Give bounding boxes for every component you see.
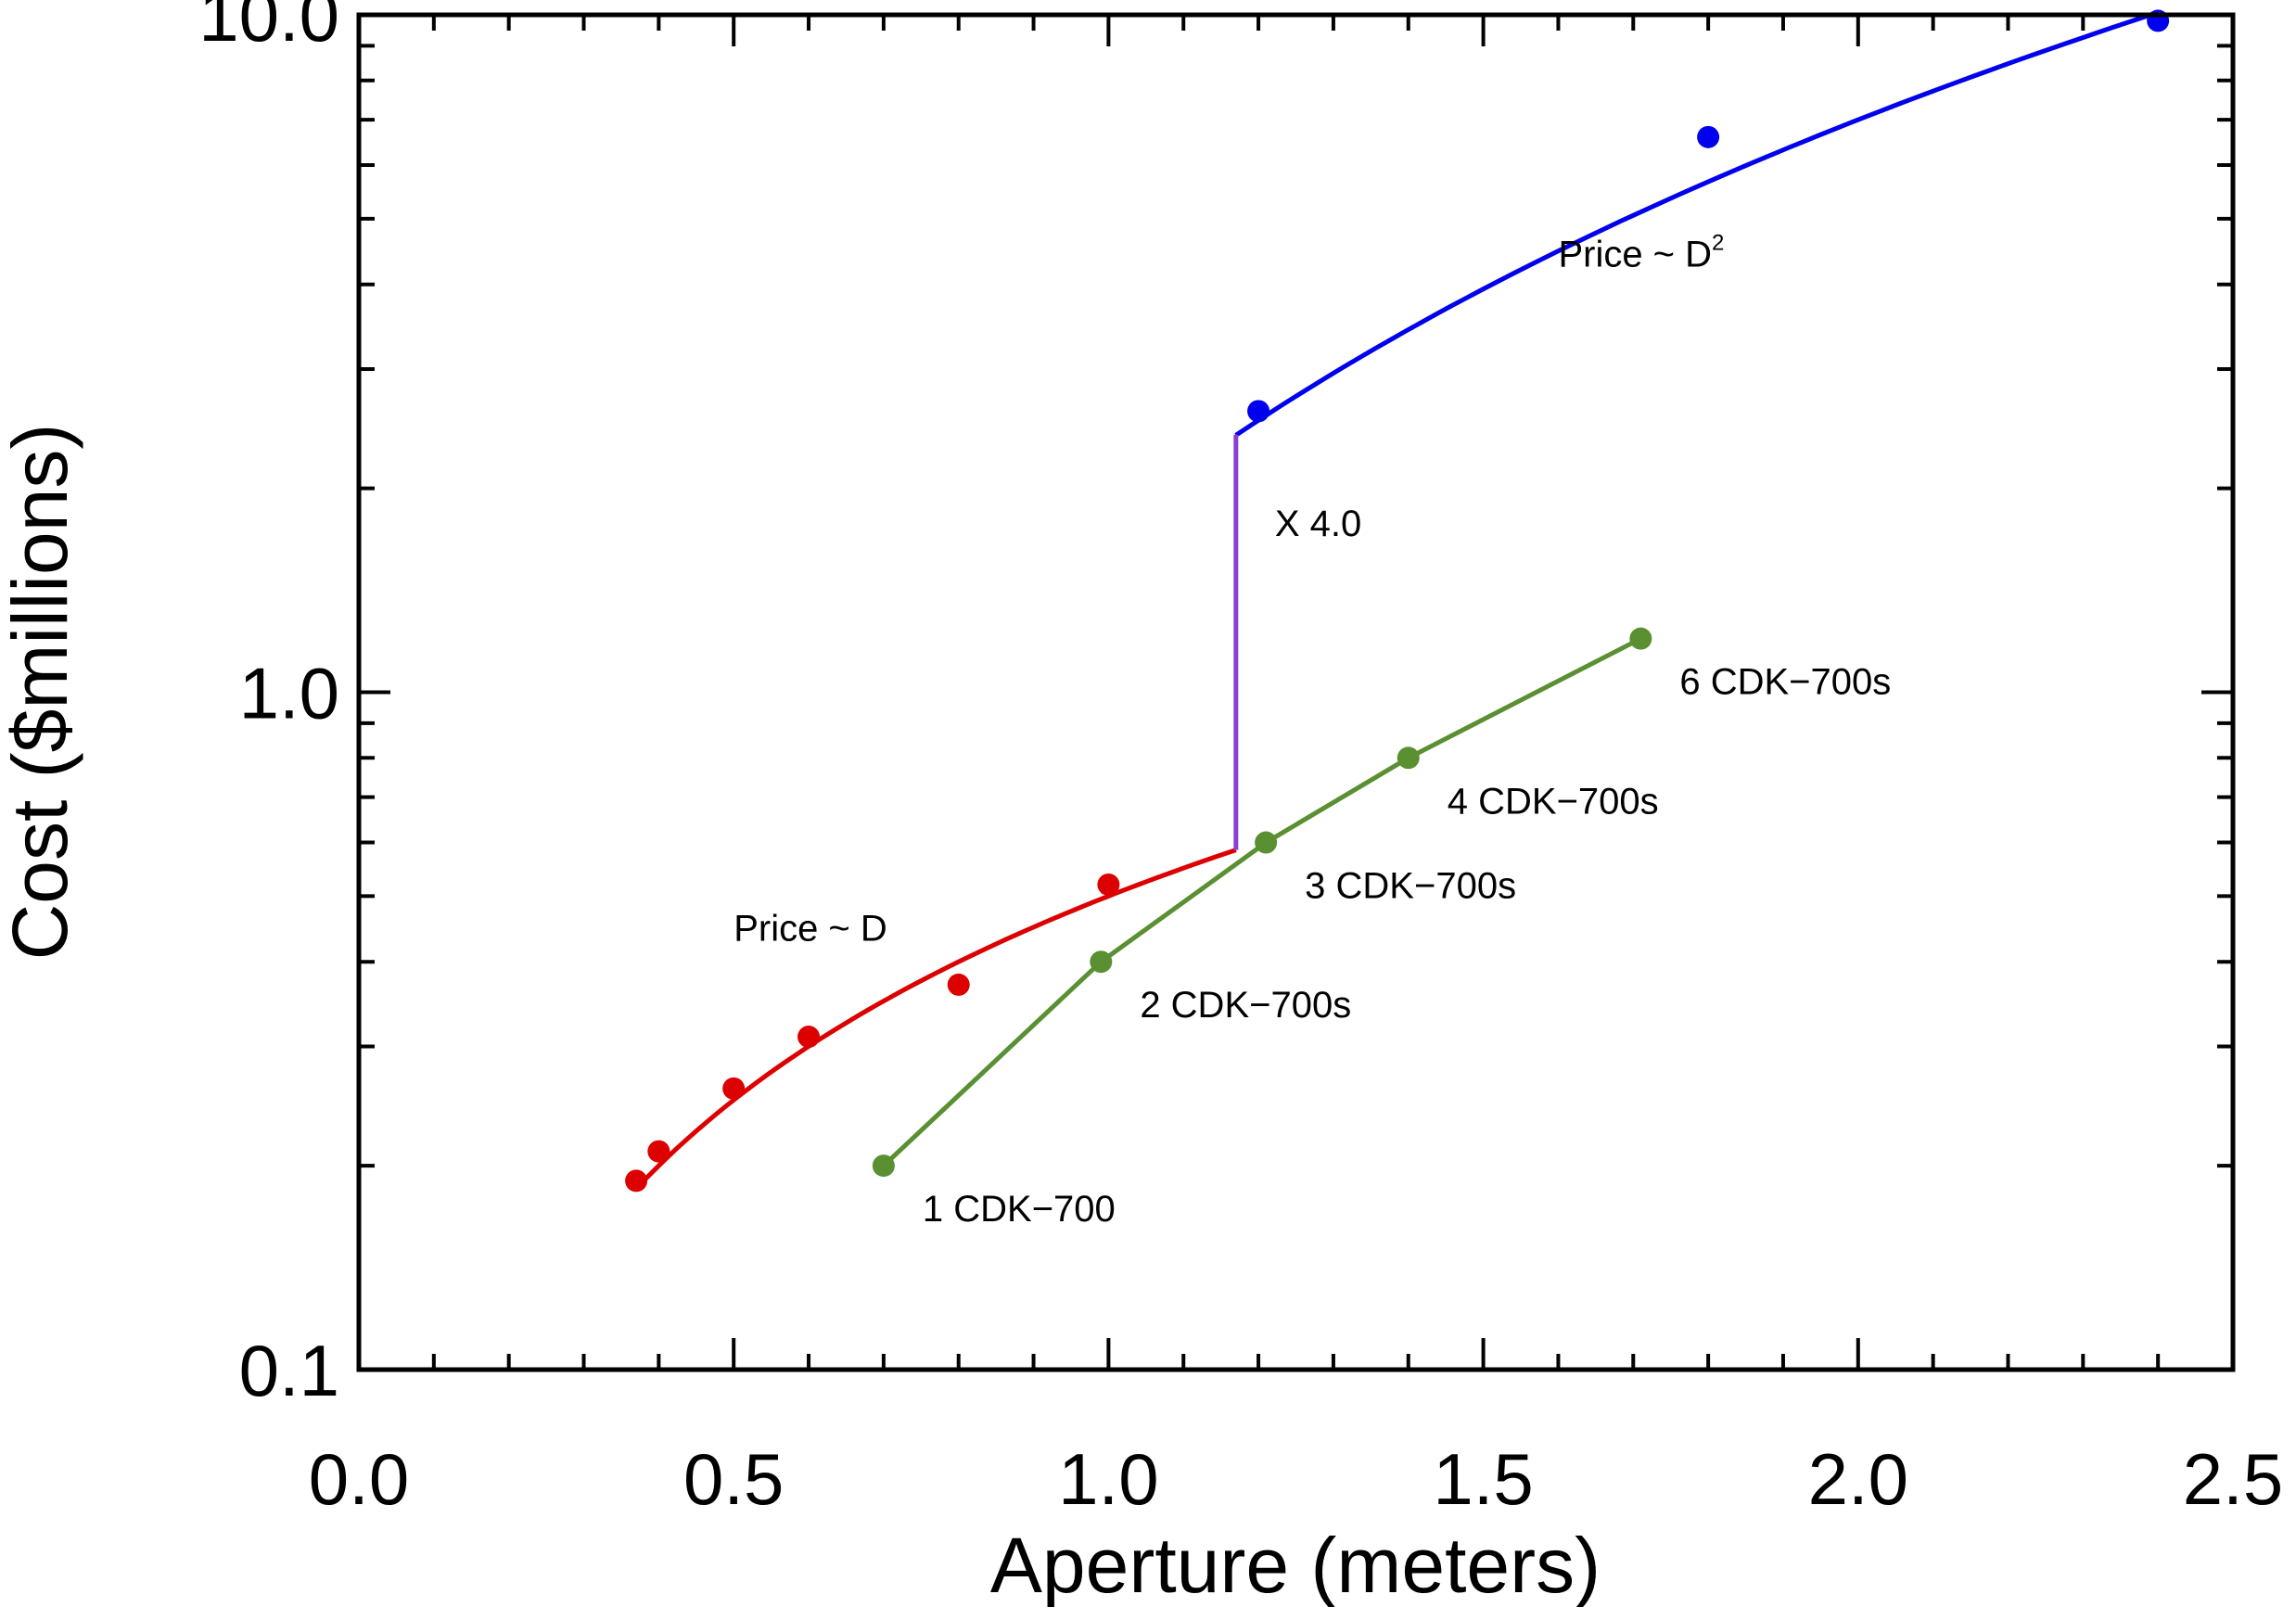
x-tick-label: 2.0 — [1808, 1438, 1908, 1520]
data-point-green — [872, 1154, 895, 1178]
minor-ticks — [359, 15, 2233, 1370]
point-label: 3 CDK−700s — [1305, 866, 1516, 907]
data-point-blue — [1247, 400, 1270, 423]
data-point-red — [647, 1140, 670, 1163]
y-tick-label: 1.0 — [239, 653, 339, 734]
y-tick-label: 0.1 — [239, 1330, 339, 1411]
data-point-red — [722, 1077, 746, 1100]
jump-label: X 4.0 — [1275, 504, 1361, 544]
fit-curve-blue — [1234, 10, 2159, 438]
x-axis-title: Aperture (meters) — [990, 1522, 1601, 1607]
y-tick-label: 10.0 — [198, 0, 339, 57]
data-point-green — [1255, 831, 1278, 854]
major-ticks — [357, 15, 2235, 1371]
data-point-blue — [1697, 125, 1720, 148]
x-tick-label: 2.5 — [2183, 1438, 2283, 1520]
data-point-red — [797, 1026, 821, 1049]
data-point-green — [1090, 950, 1113, 974]
plot-frame — [356, 12, 2236, 1372]
plot-lines — [634, 10, 2159, 1191]
point-label: 6 CDK−700s — [1679, 662, 1891, 703]
data-point-green — [1397, 746, 1420, 770]
y-tick-labels: 0.1 1.0 10.0 — [198, 0, 339, 1411]
red-fit-label: Price ~ D — [733, 908, 887, 949]
blue-fit-label-sup: 2 — [1712, 230, 1724, 255]
data-point-green — [1629, 627, 1652, 650]
data-point-red — [947, 973, 970, 996]
x-tick-label: 1.0 — [1058, 1438, 1158, 1520]
plot-points — [625, 9, 2170, 1192]
point-label: 2 CDK−700s — [1140, 985, 1351, 1026]
data-point-red — [625, 1169, 648, 1192]
series-line-green — [882, 636, 1642, 1167]
x-tick-label: 0.5 — [683, 1438, 784, 1520]
x-tick-labels: 0.0 0.5 1.0 1.5 2.0 2.5 — [309, 1438, 2283, 1520]
y-axis-title: Cost ($millions) — [0, 424, 83, 961]
x-tick-label: 0.0 — [309, 1438, 409, 1520]
plot-labels: 1 CDK−700 2 CDK−700s 3 CDK−700s 4 CDK−700s 6… — [733, 230, 1891, 1230]
data-point-red — [1097, 873, 1120, 896]
point-label: 1 CDK−700 — [923, 1189, 1116, 1230]
point-label: 4 CDK−700s — [1448, 781, 1659, 822]
blue-fit-label-main: Price ~ D — [1558, 234, 1712, 274]
x-tick-label: 1.5 — [1433, 1438, 1533, 1520]
blue-fit-label: Price ~ D2 — [1558, 230, 1724, 274]
